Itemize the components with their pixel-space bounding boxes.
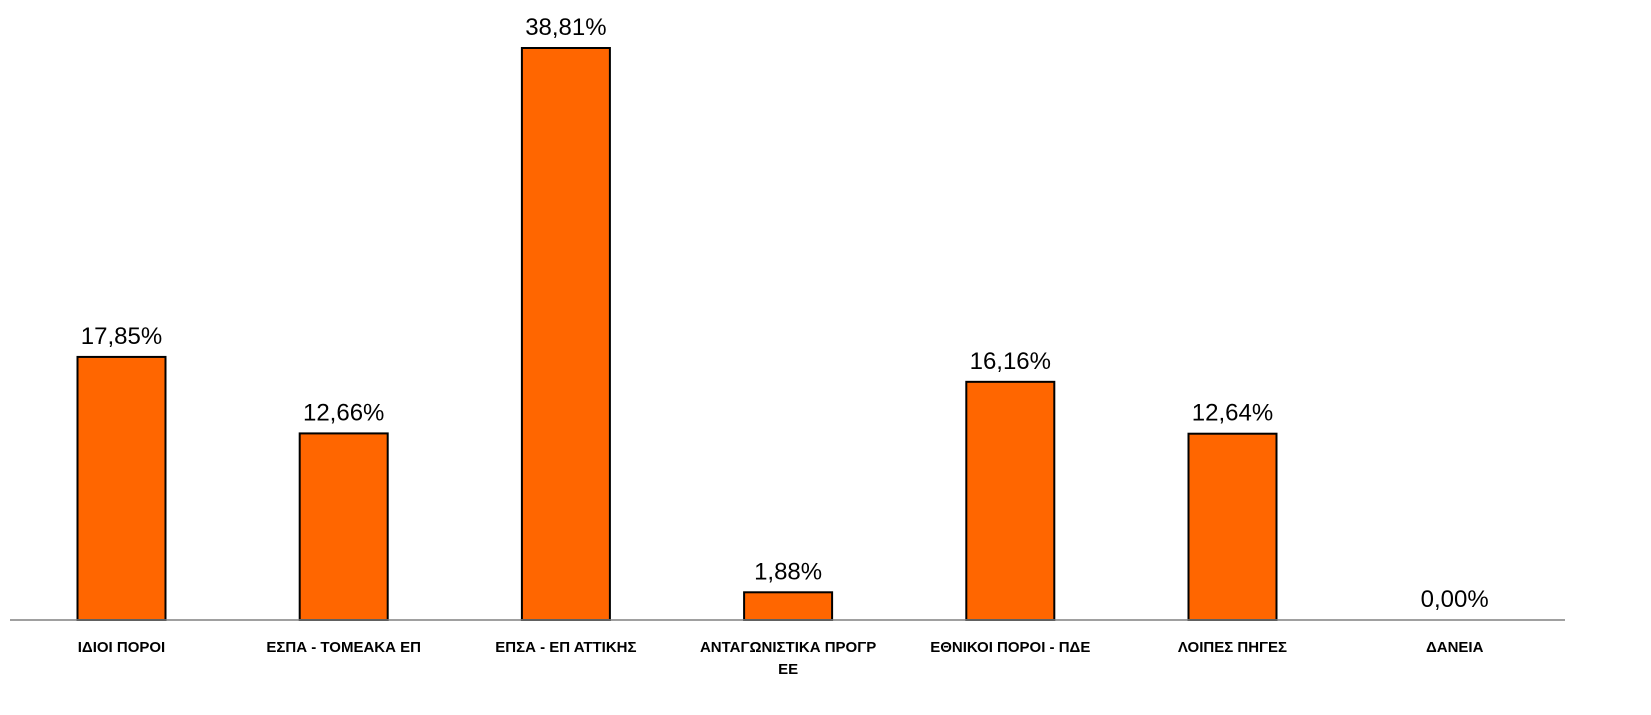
category-label: ΑΝΤΑΓΩΝΙΣΤΙΚΑ ΠΡΟΓΡ [700,639,876,656]
data-label: 1,88% [754,558,822,585]
bar [1187,432,1278,621]
data-label: 38,81% [525,14,606,41]
category-label: ΕΠΣΑ - ΕΠ ΑΤΤΙΚΗΣ [495,639,636,656]
data-labels-layer: 17,85% 12,66% 38,81% 1,88% 16,16% 12,64% 0,00% [81,14,1489,613]
category-label: ΕΣΠΑ - ΤΟΜΕΑΚΑ ΕΠ [266,639,421,656]
category-label: ΙΔΙΟΙ ΠΟΡΟΙ [78,639,165,656]
bar [76,355,167,621]
data-label: 12,66% [303,399,384,426]
data-label: 17,85% [81,323,162,350]
bar [743,591,834,622]
bar [965,380,1056,621]
data-label: 12,64% [1192,400,1273,427]
category-labels-layer: ΙΔΙΟΙ ΠΟΡΟΙ ΕΣΠΑ - ΤΟΜΕΑΚΑ ΕΠ ΕΠΣΑ - ΕΠ ΑΤ… [78,639,1484,678]
bars-layer [76,47,1278,622]
category-label: ΛΟΙΠΕΣ ΠΗΓΕΣ [1178,639,1287,656]
data-label: 16,16% [970,348,1051,375]
bar [520,47,611,621]
category-label: ΕΕ [778,661,798,678]
category-label: ΕΘΝΙΚΟΙ ΠΟΡΟΙ - ΠΔΕ [930,639,1090,656]
category-label: ΔΑΝΕΙΑ [1426,639,1484,656]
data-label: 0,00% [1421,586,1489,613]
bar [298,432,389,621]
